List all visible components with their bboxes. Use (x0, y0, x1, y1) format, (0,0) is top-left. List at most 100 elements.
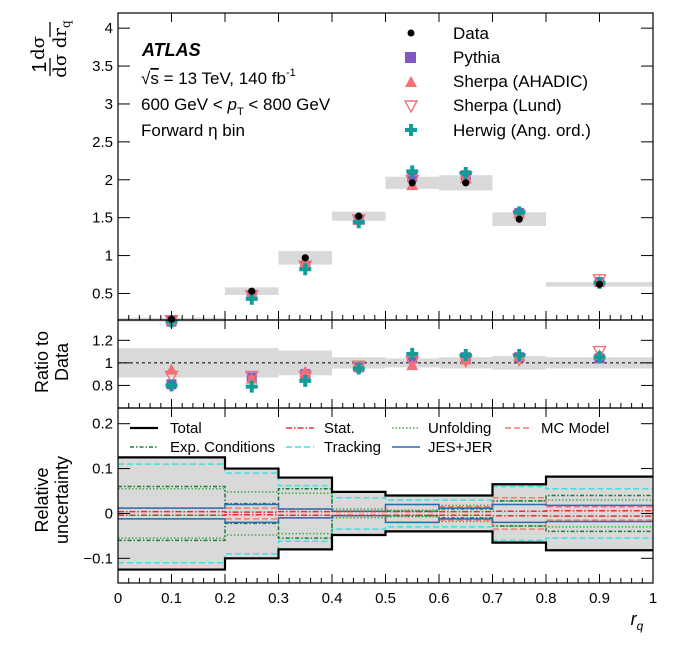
uncertainty-panel: 0 0.1 0.2 0.3 0.4 0.5 0.6 0.7 0.8 0.9 1 −0.1 0 0.1 0.2 (83, 407, 657, 607)
main-y-tick-label: 1 (105, 248, 113, 265)
ratio-uncertainty-band (492, 356, 546, 370)
legend-marker-data (407, 29, 415, 37)
legend-label-herwig: Herwig (Ang. ord.) (453, 121, 591, 140)
ratio-herwig-point (593, 351, 606, 364)
main-data-point (355, 212, 363, 220)
main-data-point (462, 179, 470, 187)
uncertainty-jes-jer-up (118, 503, 653, 512)
region-label: Forward η bin (141, 121, 245, 140)
main-y-tick-label: 0.5 (92, 285, 113, 302)
ratio-y-label: Ratio to Data (32, 331, 72, 393)
legend-label-data: Data (453, 24, 489, 43)
uncertainty-total-band (385, 495, 439, 532)
uncertainty-x-tick-label: 0.4 (322, 590, 343, 607)
main-data-point (301, 254, 309, 262)
uncertainty-y-label: Relative uncertainty (32, 456, 72, 544)
main-sherpa-ahadic-point (299, 256, 312, 268)
ratio-sherpa-lund-point (592, 345, 607, 360)
uncertainty-y-tick-label: 0.2 (92, 416, 113, 433)
main-herwig-point (459, 166, 472, 179)
legend-label-jes-jer: JES+JER (428, 439, 493, 456)
uncertainty-tracking-up (118, 463, 653, 501)
ratio-y-label-line1: Ratio to (32, 331, 52, 393)
uncertainty-tracking-down (118, 526, 653, 564)
main-y-tick-label: 3 (105, 96, 113, 113)
uncertainty-total-up (118, 456, 653, 497)
uncertainty-frame (117, 407, 654, 584)
main-y-label: 1 dσ dσ drq (28, 20, 73, 78)
legend-label-sherpa-lund: Sherpa (Lund) (453, 96, 562, 115)
y-label-numerator: dσ (28, 36, 49, 60)
ratio-y-tick-label: 0.8 (92, 377, 113, 394)
uncertainty-total-band (492, 484, 546, 543)
main-data-point (408, 179, 416, 187)
uncertainty-y-label-line1: Relative (32, 467, 52, 532)
ratio-y-label-line2: Data (52, 342, 72, 381)
uncertainty-jes-jer-down (118, 514, 653, 524)
ratio-herwig-point (165, 379, 178, 392)
ratio-y-tick-label: 1 (105, 355, 113, 372)
legend-label-pythia: Pythia (453, 48, 501, 67)
main-y-tick-label: 3.5 (92, 58, 113, 75)
uncertainty-stat-up (118, 510, 653, 513)
uncertainty-x-tick-label: 0.5 (375, 590, 396, 607)
ratio-herwig-point (459, 348, 472, 361)
atlas-label: ATLAS (141, 40, 201, 60)
uncertainty-total-down (118, 530, 653, 571)
uncertainty-total-band (332, 491, 386, 535)
legend-marker-herwig (405, 124, 417, 136)
main-sherpa-lund-point (592, 274, 607, 288)
legend-label-mc-model: MC Model (541, 420, 609, 437)
ratio-panel: 0.8 1 1.2 (92, 319, 654, 409)
ratio-herwig-point (245, 380, 258, 393)
ratio-herwig-point (299, 374, 312, 387)
legend-label-tracking: Tracking (324, 439, 381, 456)
legend-label-sherpa-ahadic: Sherpa (AHADIC) (453, 72, 588, 91)
main-data-point (248, 287, 256, 295)
uncertainty-x-tick-label: 0.1 (161, 590, 182, 607)
uncertainty-total-band (225, 468, 279, 559)
pt-range-label: 600 GeV < pT < 800 GeV (141, 95, 331, 118)
legend-label-total: Total (170, 420, 202, 437)
ratio-y-tick-label: 1.2 (92, 332, 113, 349)
main-y-tick-label: 4 (105, 20, 113, 37)
uncertainty-x-tick-label: 0.3 (268, 590, 289, 607)
main-y-tick-label: 2.5 (92, 134, 113, 151)
uncertainty-x-tick-label: 0 (114, 590, 122, 607)
legend-label-exp-conditions: Exp. Conditions (170, 439, 275, 456)
uncertainty-x-tick-label: 0.8 (536, 590, 557, 607)
legend-marker-sherpa-lund (403, 100, 419, 114)
main-y-tick-label: 1.5 (92, 210, 113, 227)
main-herwig-point (299, 263, 312, 276)
legend-label-unfolding: Unfolding (428, 420, 491, 437)
uncertainty-total-band (546, 476, 653, 551)
ratio-sherpa-lund-point (244, 370, 259, 384)
uncertainty-x-tick-label: 1 (649, 590, 657, 607)
y-label-prefactor: 1 (29, 61, 51, 72)
x-axis-label: rq (631, 609, 644, 633)
legend-marker-sherpa-ahadic (405, 76, 417, 87)
ratio-sherpa-lund-point (298, 370, 313, 384)
legend-marker-pythia (405, 52, 416, 63)
ratio-herwig-point (513, 348, 526, 361)
main-data-point (515, 215, 523, 223)
y-label-denominator: dσ drq (50, 20, 73, 78)
energy-label: √s = 13 TeV, 140 fb-1 (141, 67, 296, 88)
ratio-sherpa-lund-point (164, 370, 179, 384)
uncertainty-x-tick-label: 0.2 (215, 590, 236, 607)
ratio-sherpa-ahadic-point (406, 359, 419, 371)
ratio-sherpa-ahadic-point (245, 372, 258, 384)
ratio-herwig-point (406, 347, 419, 360)
uncertainty-total-band (118, 457, 225, 570)
main-herwig-point (406, 165, 419, 178)
main-y-tick-label: 2 (105, 172, 113, 189)
legend-label-stat: Stat. (324, 420, 355, 437)
main-panel: 0.5 1 1.5 2 2.5 3 3.5 4 (92, 12, 654, 329)
main-legend: Data Pythia Sherpa (AHADIC) Sherpa (Lund… (403, 24, 591, 140)
atlas-annotation: ATLAS √s = 13 TeV, 140 fb-1 600 GeV < pT… (141, 40, 331, 140)
main-data-point (595, 280, 604, 288)
uncertainty-x-tick-label: 0.6 (429, 590, 450, 607)
uncertainty-total-band (439, 495, 493, 532)
ratio-herwig-point (352, 362, 365, 375)
